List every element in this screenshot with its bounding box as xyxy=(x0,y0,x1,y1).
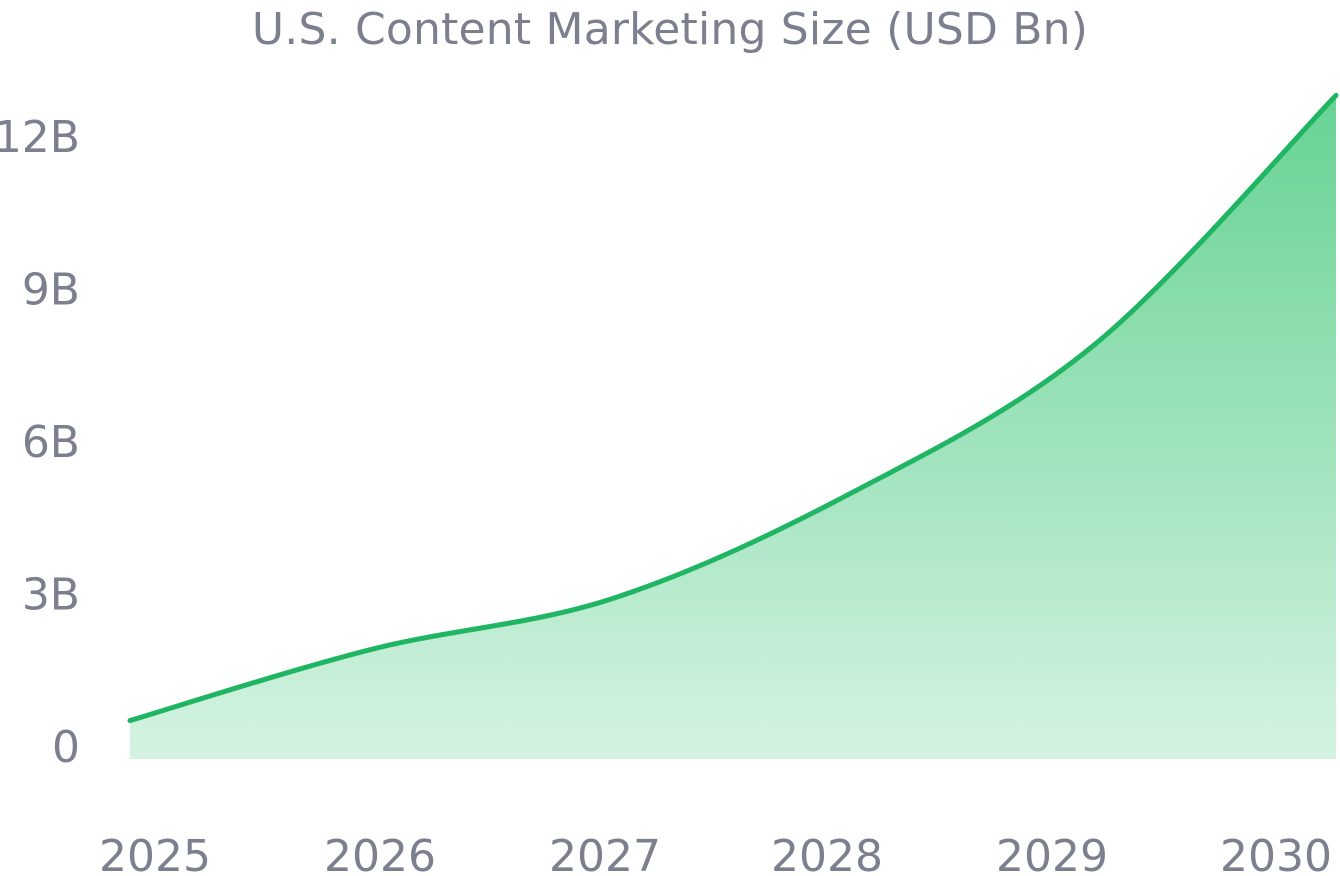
y-tick-label: 9B xyxy=(22,265,80,316)
x-tick-label: 2028 xyxy=(771,831,883,876)
series-area xyxy=(130,95,1336,760)
x-tick-label: 2030 xyxy=(1220,831,1332,876)
line-layer xyxy=(127,92,1339,724)
x-tick-label: 2025 xyxy=(99,831,211,876)
y-tick-label: 12B xyxy=(0,112,80,163)
series-line xyxy=(127,92,1339,724)
x-tick-label: 2029 xyxy=(996,831,1108,876)
x-tick-label: 2027 xyxy=(549,831,661,876)
y-tick-label: 3B xyxy=(22,570,80,621)
y-tick-label: 6B xyxy=(22,417,80,468)
chart-title: U.S. Content Marketing Size (USD Bn) xyxy=(251,4,1089,55)
y-tick-label: 0 xyxy=(52,722,80,773)
area-layer xyxy=(130,95,1336,760)
x-tick-label: 2026 xyxy=(324,831,436,876)
x-axis: 2025 2026 2027 2028 2029 2030 xyxy=(99,831,1332,876)
y-axis: 0 3B 6B 9B 12B xyxy=(0,112,80,773)
